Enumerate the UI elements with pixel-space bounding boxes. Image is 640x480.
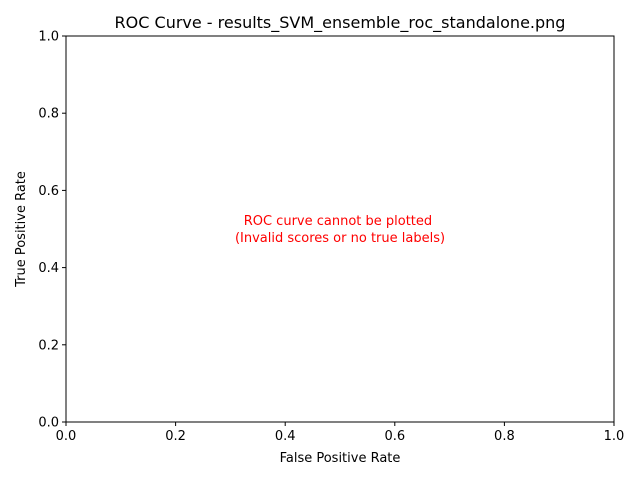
y-tick-label: 0.4 — [38, 261, 59, 276]
x-axis-label: False Positive Rate — [280, 451, 401, 466]
x-tick-label: 0.0 — [56, 429, 77, 444]
error-annotation-line-2: (Invalid scores or no true labels) — [235, 231, 445, 246]
y-axis-ticks: 0.0 0.2 0.4 0.6 0.8 1.0 — [38, 30, 66, 431]
y-tick-label: 0.0 — [38, 416, 59, 431]
y-tick-label: 0.8 — [38, 107, 59, 122]
y-tick-label: 1.0 — [38, 30, 59, 45]
error-annotation: ROC curve cannot be plotted (Invalid sco… — [235, 214, 445, 246]
x-tick-label: 1.0 — [604, 429, 625, 444]
x-tick-label: 0.6 — [384, 429, 405, 444]
y-tick-label: 0.6 — [38, 184, 59, 199]
x-tick-label: 0.2 — [165, 429, 186, 444]
plot-area-frame — [65, 35, 615, 423]
chart-title: ROC Curve - results_SVM_ensemble_roc_sta… — [115, 13, 566, 33]
x-axis-ticks: 0.0 0.2 0.4 0.6 0.8 1.0 — [56, 422, 625, 444]
y-axis-label: True Positive Rate — [14, 171, 29, 288]
x-tick-label: 0.8 — [494, 429, 515, 444]
y-tick-label: 0.2 — [38, 338, 59, 353]
x-tick-label: 0.4 — [275, 429, 296, 444]
error-annotation-line-1: ROC curve cannot be plotted — [244, 214, 432, 229]
